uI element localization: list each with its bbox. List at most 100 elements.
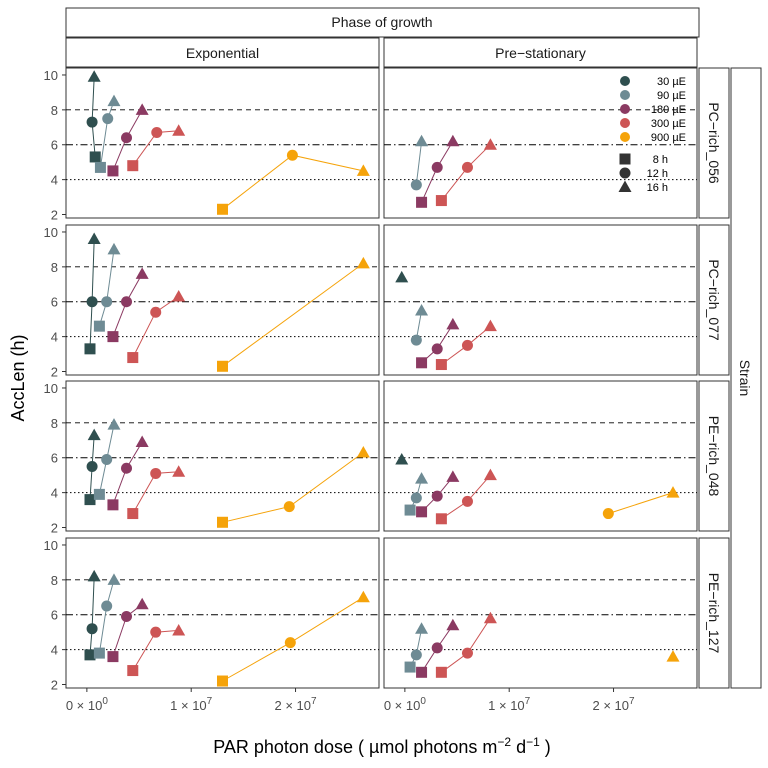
panel-series: [84, 418, 370, 528]
data-point: [151, 127, 163, 139]
data-point: [602, 508, 614, 520]
y-tick-label: 4: [51, 643, 58, 658]
y-tick-label: 6: [51, 608, 58, 623]
data-point: [415, 472, 429, 484]
row-label: PE−rich_127: [706, 573, 722, 654]
data-point: [89, 151, 101, 163]
data-point: [404, 504, 416, 516]
legend-light-key: [620, 104, 630, 114]
y-tick-label: 2: [51, 208, 58, 223]
x-tick-label: 1 × 107: [488, 696, 531, 713]
legend-light-key: [620, 132, 630, 142]
x-axis-title-exp2: −1: [526, 735, 540, 749]
legend-light-label: 300 µE: [651, 118, 686, 130]
data-point: [395, 452, 409, 465]
column-label: Pre−stationary: [495, 45, 586, 61]
data-point: [101, 453, 113, 465]
data-point: [93, 320, 105, 332]
panel: [65, 537, 380, 689]
data-point: [87, 569, 101, 582]
data-point: [86, 116, 98, 128]
row-strip: [698, 224, 730, 376]
panel-border: [65, 537, 380, 689]
data-point: [127, 160, 139, 172]
legend-photoperiod-key: [618, 180, 632, 192]
data-point: [283, 501, 295, 513]
column-label: Exponential: [186, 45, 259, 61]
y-tick-label: 10: [44, 68, 58, 83]
data-point: [87, 232, 101, 244]
y-tick-label: 2: [51, 521, 58, 536]
panel: [383, 67, 698, 219]
facet-row-title-strip: [730, 67, 762, 689]
data-point: [121, 296, 133, 308]
row-strip: [698, 380, 730, 532]
legend-light-label: 900 µE: [651, 132, 686, 144]
y-tick-label: 10: [44, 381, 58, 396]
y-tick-label: 8: [51, 573, 58, 588]
legend-light-label: 30 µE: [657, 76, 686, 88]
column-strip: [383, 37, 698, 68]
y-tick-label: 8: [51, 416, 58, 431]
data-point: [446, 317, 460, 330]
data-point: [284, 637, 296, 649]
x-axis-title: PAR photon dose ( µmol photons m−2 d−1 ): [213, 735, 551, 757]
panel: [383, 224, 698, 376]
data-point: [101, 296, 113, 308]
data-point: [395, 270, 409, 283]
data-point: [410, 334, 422, 346]
x-tick-label: 2 × 107: [274, 696, 317, 713]
data-point: [86, 296, 98, 308]
data-point: [410, 179, 422, 191]
data-point: [135, 103, 149, 115]
legend-photoperiod-key: [619, 153, 631, 165]
data-point: [150, 306, 162, 318]
data-point: [172, 465, 186, 477]
data-point: [415, 134, 429, 147]
panel: [65, 67, 380, 219]
data-point: [666, 650, 680, 662]
panel-series: [395, 270, 497, 371]
panel: [65, 224, 380, 376]
row-label: PE−rich_048: [706, 416, 722, 497]
row-label: PC−rich_056: [706, 102, 722, 184]
panel-border: [65, 224, 380, 376]
panel-series: [84, 232, 370, 372]
data-point: [446, 618, 460, 631]
panel-border: [383, 224, 698, 376]
data-point: [217, 203, 228, 215]
data-point: [107, 331, 119, 343]
data-point: [217, 360, 228, 372]
facet-row-title: Strain: [737, 360, 753, 397]
data-point: [107, 94, 121, 107]
data-point: [172, 290, 186, 302]
data-point: [435, 195, 447, 207]
panel-series: [395, 452, 680, 525]
panel: [383, 380, 698, 532]
y-axis-title: AccLen (h): [8, 334, 28, 421]
legend-light-label: 180 µE: [651, 104, 686, 116]
legend-photoperiod-label: 16 h: [647, 182, 668, 194]
legend-photoperiod-label: 12 h: [647, 168, 668, 180]
data-point: [107, 573, 121, 585]
data-point: [217, 516, 228, 528]
series-line: [222, 262, 364, 367]
x-axis-title-main: PAR photon dose ( µmol photons m: [213, 737, 497, 757]
legend-light-key: [620, 118, 630, 128]
data-point: [435, 666, 447, 678]
data-point: [127, 665, 139, 677]
panel-series: [86, 70, 370, 215]
facet-panels: [65, 67, 698, 689]
data-point: [172, 124, 186, 136]
legend-photoperiod-key: [619, 167, 631, 179]
data-point: [150, 626, 162, 638]
data-point: [94, 161, 106, 173]
data-point: [431, 161, 443, 173]
data-point: [483, 138, 497, 150]
y-tick-label: 6: [51, 138, 58, 153]
facet-title-strip: [65, 7, 700, 38]
data-point: [356, 590, 370, 603]
data-point: [135, 267, 149, 279]
data-point: [410, 492, 422, 504]
data-point: [431, 343, 443, 355]
